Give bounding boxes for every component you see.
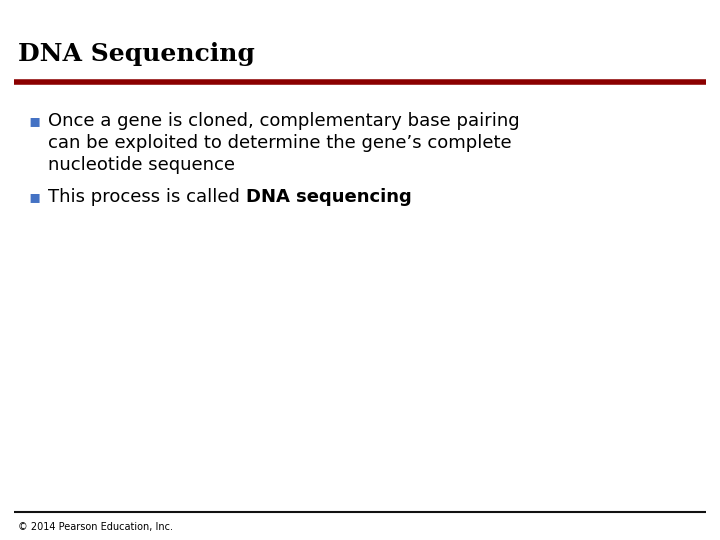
Text: DNA Sequencing: DNA Sequencing [18,42,255,66]
Text: © 2014 Pearson Education, Inc.: © 2014 Pearson Education, Inc. [18,522,173,532]
Text: ▪: ▪ [28,188,40,206]
Text: Once a gene is cloned, complementary base pairing: Once a gene is cloned, complementary bas… [48,112,520,130]
Text: nucleotide sequence: nucleotide sequence [48,156,235,174]
Text: ▪: ▪ [28,112,40,130]
Text: This process is called: This process is called [48,188,246,206]
Text: can be exploited to determine the gene’s complete: can be exploited to determine the gene’s… [48,134,512,152]
Text: DNA sequencing: DNA sequencing [246,188,411,206]
